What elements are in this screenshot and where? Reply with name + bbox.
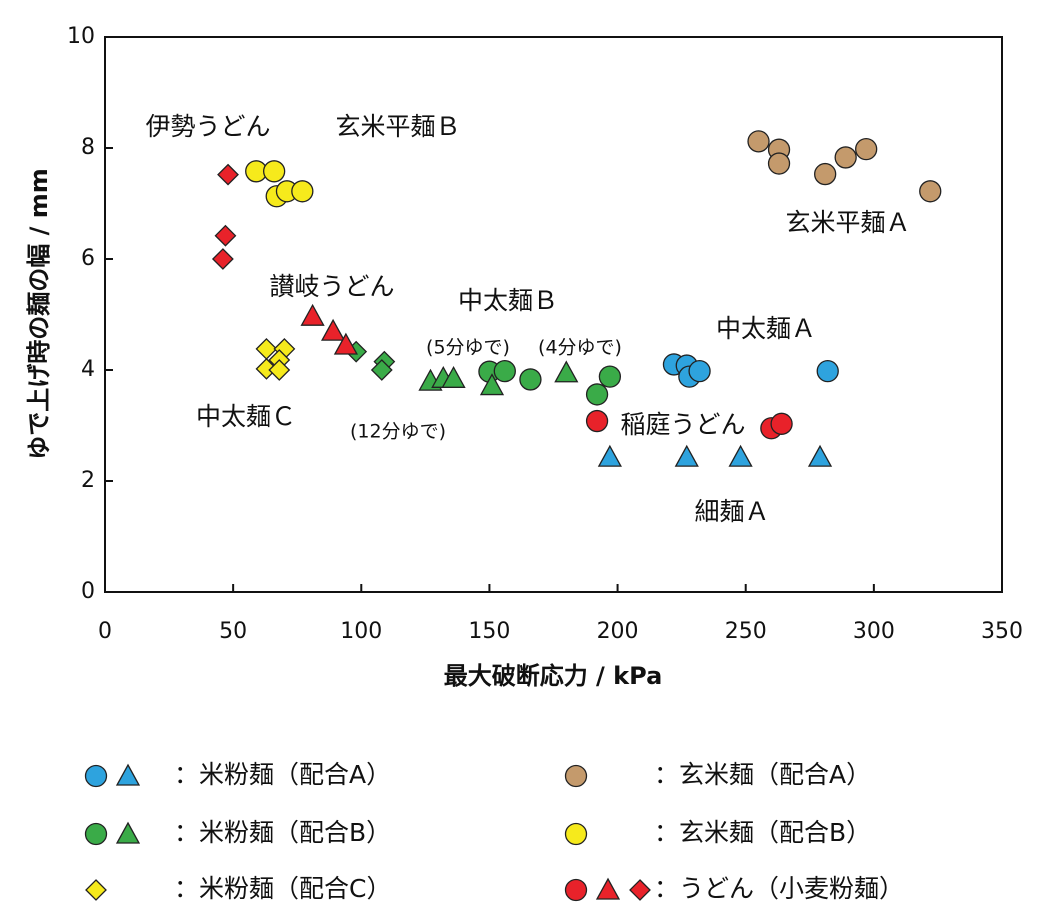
point (262, 160, 286, 183)
point (688, 359, 711, 383)
y-tick-label: 4 (81, 357, 95, 382)
x-tick-label: 200 (597, 619, 639, 644)
point (333, 332, 359, 355)
x-tick-label: 350 (981, 619, 1023, 644)
legend-marker (564, 822, 588, 846)
point (211, 248, 234, 270)
point (519, 368, 542, 391)
point (919, 180, 942, 203)
y-tick-label: 6 (81, 246, 95, 271)
legend-marker (115, 763, 141, 786)
point (597, 444, 622, 467)
legend-label: ：うどん（小麦粉麺） (654, 874, 904, 903)
point (674, 444, 699, 467)
point (585, 409, 609, 433)
annotation: 稲庭うどん (620, 410, 745, 439)
legend-marker (595, 877, 621, 900)
point (807, 444, 833, 467)
point (441, 365, 466, 388)
annotation: 伊勢うどん (145, 112, 270, 141)
y-tick-label: 0 (81, 579, 95, 604)
plot-frame (104, 36, 1003, 593)
annotation: (4分ゆで) (538, 337, 622, 359)
point (320, 318, 346, 341)
point (816, 359, 839, 383)
legend-label: ：米粉麺（配合B） (174, 818, 391, 847)
point (770, 412, 793, 435)
y-tick-label: 2 (81, 468, 95, 493)
annotation: (12分ゆで) (350, 421, 446, 443)
point (493, 359, 516, 383)
point (814, 162, 837, 186)
x-tick-label: 0 (98, 619, 112, 644)
legend-label: ：米粉麺（配合C） (174, 874, 391, 903)
x-tick-label: 300 (853, 619, 895, 644)
legend-label: ：玄米麺（配合A） (654, 760, 871, 789)
y-tick-label: 8 (81, 135, 95, 160)
annotation: 細麺Ａ (694, 497, 769, 526)
point (268, 359, 291, 381)
point (585, 383, 609, 406)
x-tick-label: 50 (219, 619, 247, 644)
legend-label: ：玄米麺（配合B） (654, 818, 871, 847)
annotation: (5分ゆで) (426, 337, 510, 359)
point (479, 373, 505, 396)
legend-marker (85, 879, 107, 901)
x-tick-label: 250 (725, 619, 767, 644)
y-tick-label: 10 (67, 24, 95, 49)
point (300, 303, 325, 326)
point (855, 137, 878, 161)
x-tick-label: 150 (468, 619, 510, 644)
point (291, 180, 314, 203)
point (747, 130, 770, 153)
x-axis-label: 最大破断応力 / kPa (444, 662, 663, 690)
point (214, 224, 237, 247)
point (728, 444, 753, 467)
x-tick-label: 100 (340, 619, 382, 644)
legend-marker (564, 878, 588, 902)
point (370, 359, 393, 381)
annotation: 玄米平麺Ｂ (335, 112, 460, 141)
legend-label: ：米粉麺（配合A） (174, 760, 391, 789)
legend-marker (84, 764, 108, 788)
point (767, 152, 791, 175)
point (217, 163, 239, 186)
point (834, 146, 857, 169)
annotation: 中太麺Ａ (716, 314, 816, 343)
point (554, 360, 579, 383)
annotation: 中太麺Ｂ (458, 286, 558, 315)
annotation: 玄米平麺Ａ (785, 208, 910, 237)
legend-marker (564, 764, 588, 788)
legend-marker (84, 822, 108, 846)
annotation: 讃岐うどん (269, 272, 394, 301)
y-axis-label: ゆで上げ時の麺の幅 / mm (25, 168, 53, 460)
legend-marker (629, 879, 651, 901)
legend-marker (115, 821, 141, 844)
point (598, 365, 622, 388)
annotation: 中太麺Ｃ (196, 402, 296, 431)
